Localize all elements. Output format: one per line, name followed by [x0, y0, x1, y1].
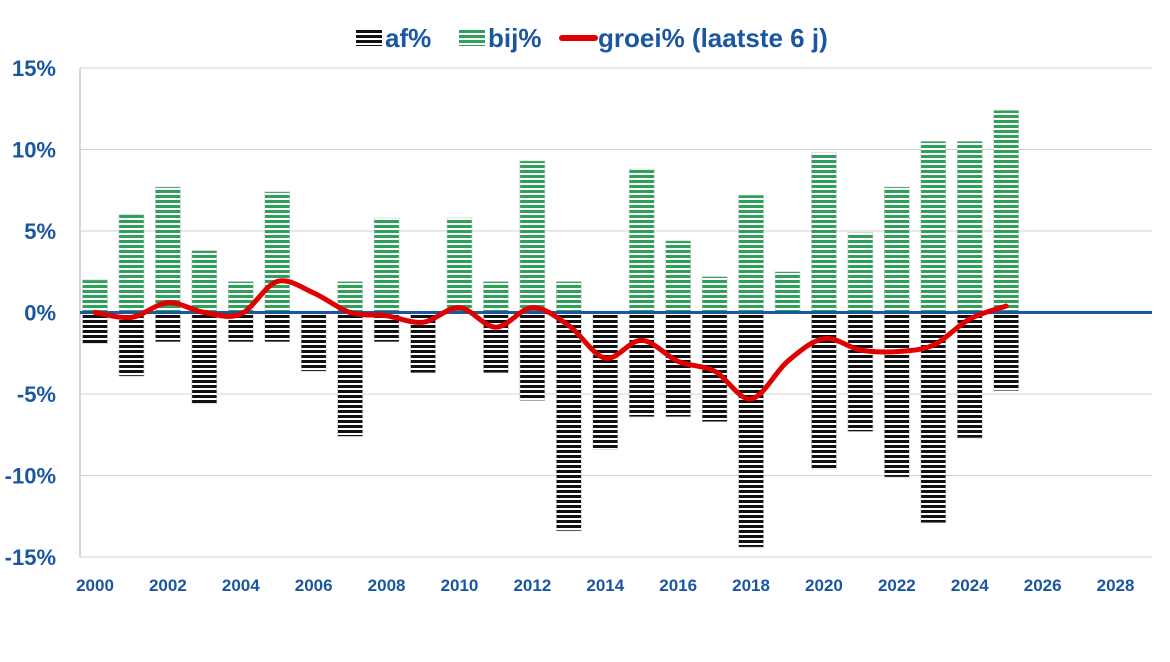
bar-bij: [738, 194, 764, 313]
x-tick-label: 2016: [659, 576, 697, 595]
x-tick-label: 2028: [1097, 576, 1135, 595]
legend-swatch-bij: [459, 29, 485, 46]
bar-bij: [811, 152, 837, 313]
y-tick-label: -15%: [5, 545, 56, 570]
bar-af: [264, 312, 291, 343]
bar-af: [337, 312, 363, 437]
bar-bij: [774, 271, 801, 313]
bar-af: [300, 312, 327, 372]
bar-af: [847, 312, 874, 432]
bar-bij: [519, 160, 546, 313]
legend: af% bij% groei% (laatste 6 j): [356, 23, 828, 53]
x-tick-label: 2006: [295, 576, 333, 595]
bar-af: [738, 312, 764, 548]
bar-bij: [628, 168, 655, 313]
y-tick-label: 5%: [24, 219, 56, 244]
bar-bij: [993, 110, 1020, 313]
bar-af: [993, 312, 1020, 392]
bar-af: [956, 312, 983, 439]
bar-bij: [82, 279, 108, 313]
x-tick-label: 2004: [222, 576, 260, 595]
bar-af: [519, 312, 546, 401]
legend-item-groei: groei% (laatste 6 j): [559, 23, 828, 53]
y-tick-label: 10%: [12, 138, 56, 163]
bar-bij: [446, 217, 473, 313]
y-tick-label: -10%: [5, 464, 56, 489]
bar-bij: [191, 250, 218, 313]
legend-label-af: af%: [385, 23, 431, 53]
x-tick-label: 2002: [149, 576, 187, 595]
x-axis: 2000 2002 2004 2006 2008 2010 2012 2014 2016 2018…: [76, 576, 1134, 595]
bar-bij: [373, 217, 400, 313]
bar-bij: [920, 141, 947, 313]
x-tick-label: 2026: [1024, 576, 1062, 595]
bar-bij: [665, 240, 691, 313]
bar-af: [191, 312, 218, 405]
y-tick-label: 15%: [12, 56, 56, 81]
bar-af: [82, 312, 108, 344]
line-groei: [92, 278, 1009, 402]
bar-bij: [264, 191, 291, 313]
legend-item-bij: bij%: [459, 23, 541, 53]
bar-bij: [483, 281, 509, 313]
x-tick-label: 2000: [76, 576, 114, 595]
legend-label-groei: groei% (laatste 6 j): [598, 23, 828, 53]
x-tick-label: 2024: [951, 576, 989, 595]
bar-af: [118, 312, 145, 377]
bar-af: [811, 312, 837, 470]
bars: [82, 110, 1020, 548]
y-axis: 15% 10% 5% 0% -5% -10% -15%: [5, 56, 56, 570]
y-tick-label: 0%: [24, 301, 56, 326]
bar-bij: [155, 186, 181, 313]
bar-af: [592, 312, 619, 450]
bar-bij: [556, 281, 582, 313]
bar-af: [884, 312, 910, 478]
x-tick-label: 2020: [805, 576, 843, 595]
legend-item-af: af%: [356, 23, 431, 53]
growth-line: [92, 278, 1009, 402]
bar-bij: [956, 141, 983, 313]
x-tick-label: 2018: [732, 576, 770, 595]
x-tick-label: 2022: [878, 576, 916, 595]
bar-af: [155, 312, 181, 343]
x-tick-label: 2010: [441, 576, 479, 595]
legend-swatch-af: [356, 29, 382, 46]
x-tick-label: 2008: [368, 576, 406, 595]
x-tick-label: 2012: [513, 576, 551, 595]
bar-bij: [701, 276, 728, 313]
bar-bij: [847, 232, 874, 313]
bar-af: [628, 312, 655, 418]
x-tick-label: 2014: [586, 576, 624, 595]
bar-bij: [884, 186, 910, 313]
bar-af: [556, 312, 582, 532]
bar-bij: [118, 214, 145, 313]
y-tick-label: -5%: [17, 382, 56, 407]
legend-label-bij: bij%: [488, 23, 541, 53]
